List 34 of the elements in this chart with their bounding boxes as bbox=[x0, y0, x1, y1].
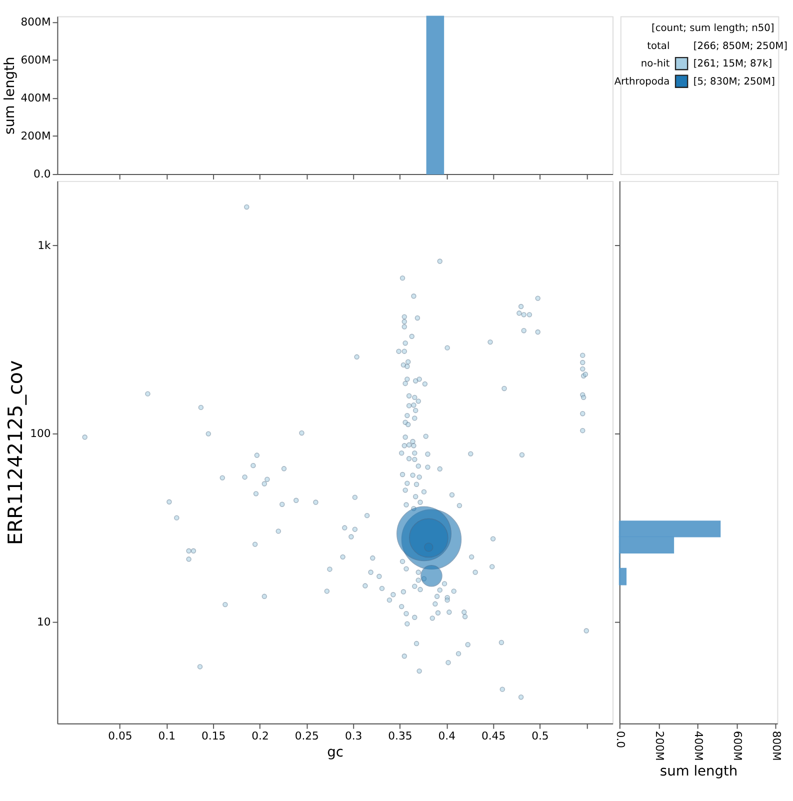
x-tick-label: 0.05 bbox=[108, 730, 132, 743]
x-axis-title: gc bbox=[327, 744, 344, 760]
x-tick-label: 0.35 bbox=[388, 730, 412, 743]
x-tick-label: 0.3 bbox=[344, 730, 362, 743]
x-tick-label: 0.4 bbox=[438, 730, 456, 743]
y-tick-label: 200M bbox=[20, 129, 51, 142]
x-tick-label: 0.45 bbox=[481, 730, 506, 743]
x-tick-label: 0.1 bbox=[158, 730, 176, 743]
x-tick-label: 0.5 bbox=[532, 730, 549, 743]
x-tick-label: 0.25 bbox=[294, 730, 319, 743]
text: [5; 830M; 250M] bbox=[693, 76, 775, 88]
text: [261; 15M; 87k] bbox=[693, 58, 772, 70]
text: [266; 850M; 250M] bbox=[693, 40, 788, 52]
x-axis-title: sum length bbox=[660, 764, 738, 780]
y-tick-label: 0.0 bbox=[34, 167, 51, 180]
y-tick-label: 10 bbox=[37, 616, 51, 629]
y-tick-label: 400M bbox=[20, 91, 51, 104]
y-tick-label: 600M bbox=[20, 53, 51, 66]
y-axis-title: sum length bbox=[2, 56, 18, 134]
x-tick-label: 0.0 bbox=[614, 730, 627, 748]
legend-label: no-hit bbox=[640, 58, 670, 70]
y-tick-label: 800M bbox=[20, 15, 51, 28]
x-tick-label: 200M bbox=[652, 730, 666, 761]
x-tick-label: 400M bbox=[692, 730, 705, 761]
y-axis-title: ERR11242125_cov bbox=[4, 360, 28, 546]
y-tick-label: 1k bbox=[38, 238, 52, 252]
x-tick-label: 0.2 bbox=[252, 730, 269, 743]
legend-title: [count; sum length; n50] bbox=[651, 23, 774, 34]
legend-label: Arthropoda bbox=[614, 76, 670, 88]
y-tick-label: 100 bbox=[30, 427, 51, 440]
x-tick-label: 0.15 bbox=[201, 730, 226, 743]
x-tick-label: 800M bbox=[770, 730, 783, 761]
text: total bbox=[647, 40, 670, 52]
x-tick-label: 600M bbox=[730, 730, 744, 761]
